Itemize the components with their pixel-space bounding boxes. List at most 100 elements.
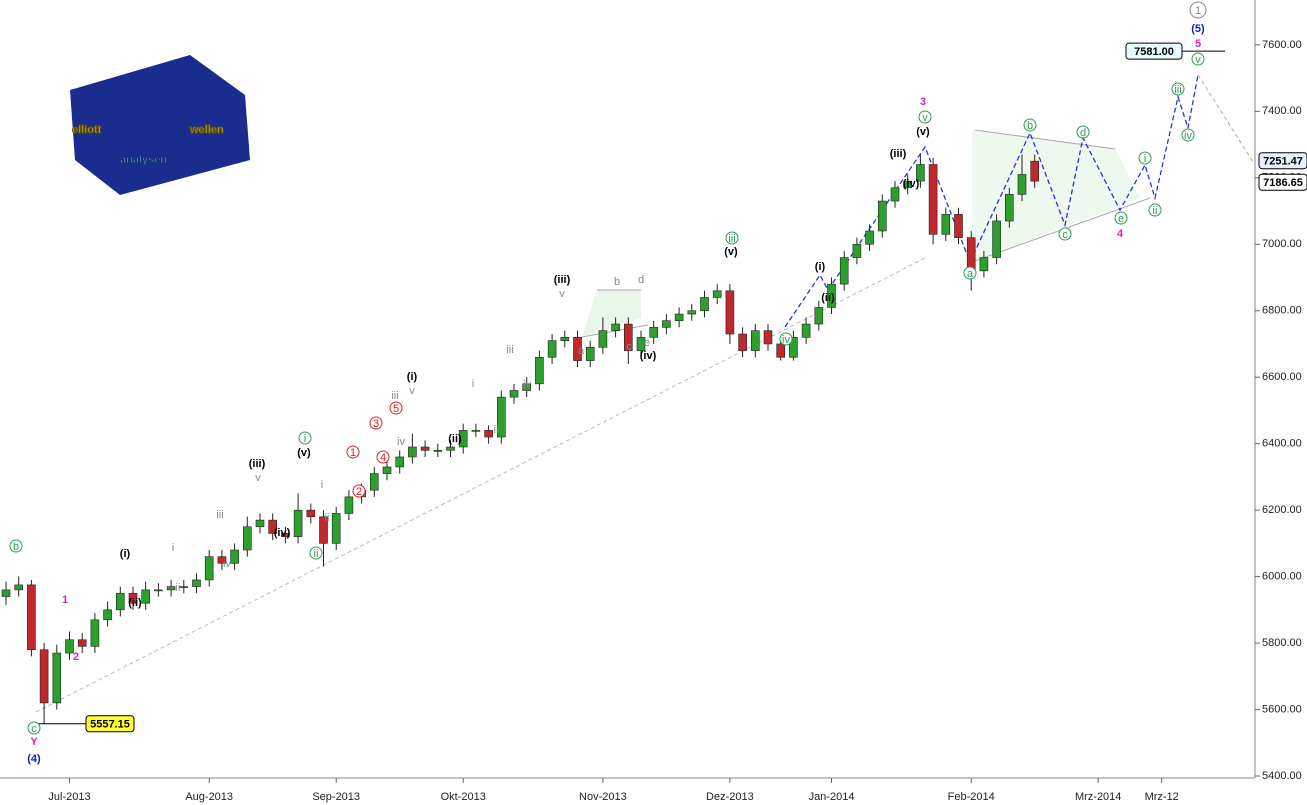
wave-label: iii: [391, 390, 398, 402]
wave-circle: [1023, 118, 1037, 132]
candle-body: [966, 237, 976, 272]
candle-body: [39, 649, 49, 704]
wave-circle: [1114, 211, 1128, 225]
wave-label: ii: [314, 548, 319, 560]
wave-label: ii: [1153, 205, 1158, 217]
candle-body: [611, 323, 620, 331]
wave-label: 3: [373, 418, 379, 430]
y-tick-label: 6400.00: [1262, 438, 1302, 450]
candle-body: [801, 323, 811, 338]
wave-label: v: [409, 385, 415, 397]
wave-label: 1: [350, 447, 356, 459]
logo-flag: [70, 55, 250, 195]
wave-label: iii: [1174, 84, 1181, 96]
wave-label: i: [1144, 153, 1146, 165]
x-tick-label: Aug-2013: [185, 791, 233, 803]
candle-body: [662, 320, 671, 328]
candle-body: [204, 556, 214, 581]
candle-body: [890, 187, 900, 202]
candle-body: [598, 330, 608, 348]
candle-body: [916, 164, 925, 182]
wave-label: (4): [27, 753, 41, 765]
y-tick-label: 7000.00: [1262, 238, 1302, 250]
wave-label: e: [644, 337, 650, 349]
wave-label: (i): [407, 371, 418, 383]
candle-body: [496, 396, 506, 438]
y-tick-label: 6800.00: [1262, 305, 1302, 317]
y-tick-label: 5400.00: [1262, 770, 1302, 782]
wave-circle: [309, 546, 323, 560]
wave-label: d: [1080, 127, 1086, 139]
wave-label: (i): [120, 548, 131, 560]
wave-label: (i): [815, 261, 826, 273]
wave-label: iii: [506, 344, 513, 356]
price-tag-label: 5557.15: [90, 719, 130, 731]
price-tag: [1125, 42, 1183, 60]
wave-label: (iv): [274, 527, 291, 539]
wave-circle: [1148, 203, 1162, 217]
wave-label: (ii): [448, 433, 462, 445]
candle-body: [293, 509, 303, 538]
candle-body: [827, 283, 836, 308]
logo-text: elliott: [72, 124, 102, 136]
wave-label: b: [614, 276, 620, 288]
wave-label: ii: [176, 582, 181, 594]
price-tag: [1258, 173, 1307, 191]
candle-body: [408, 446, 417, 458]
candle-body: [839, 257, 849, 285]
wave-label: ii: [325, 512, 330, 524]
wave-circle: [1138, 151, 1152, 165]
logo-text: analysen: [120, 154, 167, 166]
wave-label: i: [472, 378, 474, 390]
candle-body: [814, 307, 824, 325]
wave-label: (v): [297, 447, 311, 459]
wave-circle: [389, 401, 403, 415]
wave-circle: [346, 445, 360, 459]
wave-label: b: [1027, 120, 1033, 132]
wave-circle: [1076, 125, 1090, 139]
wave-label: 3: [920, 96, 926, 108]
x-tick-label: Jul-2013: [48, 791, 90, 803]
wave-label: ii: [494, 424, 499, 436]
candle-body: [14, 584, 23, 591]
candle-body: [573, 337, 582, 361]
wave-label: iv: [782, 334, 790, 346]
candle-body: [433, 450, 443, 452]
candle-body: [281, 533, 290, 538]
candle-body: [458, 430, 468, 448]
wave-circle: [1191, 52, 1205, 66]
wave-label: iii: [728, 233, 735, 245]
wave-label: 1: [62, 594, 68, 606]
triangle-fill: [972, 130, 1140, 262]
wave-label: (v): [916, 126, 930, 138]
candle-body: [446, 446, 455, 451]
candle-body: [903, 180, 913, 189]
candle-body: [243, 526, 252, 551]
candle-body: [369, 473, 379, 491]
candle-body: [941, 214, 951, 235]
wave-label: e: [1118, 213, 1124, 225]
candle-body: [331, 513, 341, 544]
wave-circle: [918, 110, 932, 124]
candle-body: [928, 164, 938, 235]
wave-label: 2: [356, 486, 362, 498]
wave-label: (5): [1191, 23, 1205, 35]
candle-body: [877, 200, 887, 232]
wave-label: Y: [30, 736, 38, 748]
wave-circle: [376, 450, 390, 464]
x-tick-label: Feb-2014: [948, 791, 995, 803]
candle-body: [141, 589, 150, 604]
wave-circle: [27, 721, 41, 735]
candle-body: [636, 337, 646, 351]
candle-body: [27, 584, 36, 651]
candle-body: [268, 519, 278, 534]
wave-label: i: [172, 542, 174, 554]
wave-label: v: [559, 288, 565, 300]
wave-label: iv: [397, 436, 405, 448]
wave-label: d: [638, 274, 644, 286]
price-tag-label: 7251.47: [1263, 156, 1303, 168]
x-tick-label: Mrz-12: [1145, 791, 1179, 803]
candle-body: [700, 297, 709, 312]
candle-body: [116, 592, 125, 611]
